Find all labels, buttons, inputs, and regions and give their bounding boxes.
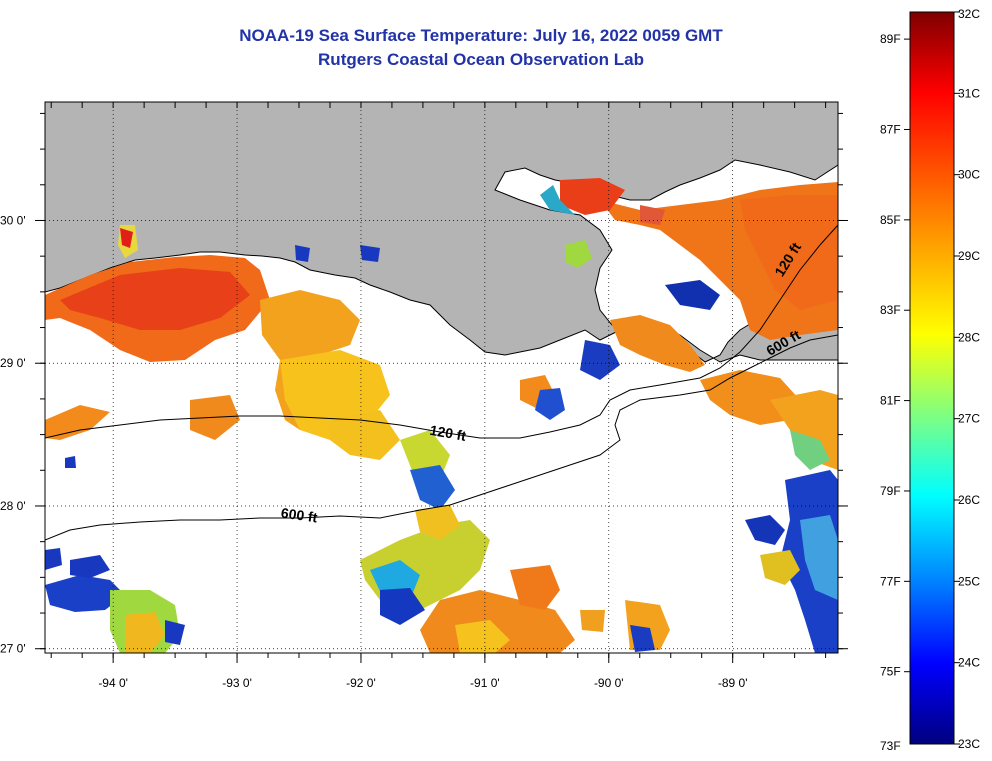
sst-patches xyxy=(45,178,838,653)
map-title: NOAA-19 Sea Surface Temperature: July 16… xyxy=(239,26,723,45)
colorbar-label-f: 73F xyxy=(880,739,901,753)
colorbar-label-f: 75F xyxy=(880,665,901,679)
map-frame xyxy=(44,101,839,654)
lat-tick-label: 27 0' xyxy=(0,642,26,656)
contour-label: 120 ft xyxy=(429,422,468,444)
colorbar-label-c: 23C xyxy=(958,737,980,751)
colorbar-label-c: 31C xyxy=(958,86,980,100)
lon-tick-label: -90 0' xyxy=(594,676,624,690)
lat-tick-label: 30 0' xyxy=(0,213,26,227)
colorbar-label-c: 32C xyxy=(958,7,980,21)
colorbar-label-f: 79F xyxy=(880,484,901,498)
colorbar-label-c: 25C xyxy=(958,574,980,588)
contour-600ft xyxy=(45,334,838,541)
colorbar-label-c: 29C xyxy=(958,249,980,263)
colorbar-label-c: 24C xyxy=(958,656,980,670)
colorbar-label-f: 87F xyxy=(880,122,901,136)
colorbar-label-c: 26C xyxy=(958,493,980,507)
lon-tick-label: -94 0' xyxy=(98,676,128,690)
colorbar-label-f: 83F xyxy=(880,303,901,317)
colorbar-gradient xyxy=(909,11,955,745)
axis-ticks: -94 0' -93 0' -92 0' -91 0' -90 0' -89 0' 30 0… xyxy=(0,102,848,690)
lat-tick-label: 29 0' xyxy=(0,356,26,370)
contour-label: 600 ft xyxy=(280,505,319,526)
colorbar-label-f: 77F xyxy=(880,574,901,588)
colorbar-label-c: 27C xyxy=(958,412,980,426)
colorbar-label-c: 28C xyxy=(958,330,980,344)
contour-120ft xyxy=(45,224,838,439)
lon-tick-label: -91 0' xyxy=(470,676,500,690)
colorbar-labels: 32C 31C 30C 29C 28C 27C 26C 25C 24C 23C 89F 87F 85F 8… xyxy=(880,7,980,753)
lat-tick-label: 28 0' xyxy=(0,499,26,513)
colorbar-label-f: 89F xyxy=(880,32,901,46)
colorbar-label-f: 81F xyxy=(880,394,901,408)
lon-tick-label: -93 0' xyxy=(222,676,252,690)
lon-tick-label: -89 0' xyxy=(718,676,748,690)
lon-tick-label: -92 0' xyxy=(346,676,376,690)
graticule xyxy=(45,102,838,653)
map-subtitle: Rutgers Coastal Ocean Observation Lab xyxy=(318,50,644,69)
colorbar-label-f: 85F xyxy=(880,213,901,227)
colorbar-label-c: 30C xyxy=(958,168,980,182)
